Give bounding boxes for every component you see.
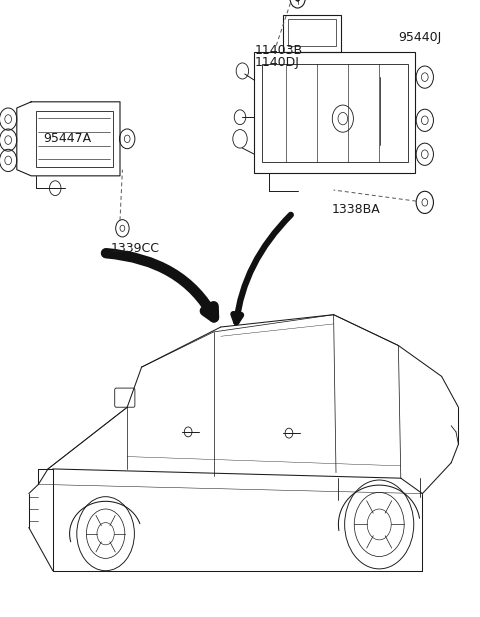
Circle shape <box>295 0 300 1</box>
Text: 95447A: 95447A <box>43 132 91 146</box>
Text: 1339CC: 1339CC <box>110 241 159 255</box>
Bar <box>283 15 341 52</box>
Bar <box>262 64 408 162</box>
Bar <box>36 111 113 167</box>
Bar <box>288 19 336 46</box>
Text: 1140DJ: 1140DJ <box>254 56 299 70</box>
Text: 1338BA: 1338BA <box>331 203 380 217</box>
Bar <box>254 52 415 173</box>
Text: 95440J: 95440J <box>398 30 442 44</box>
Text: 11403B: 11403B <box>254 44 302 57</box>
